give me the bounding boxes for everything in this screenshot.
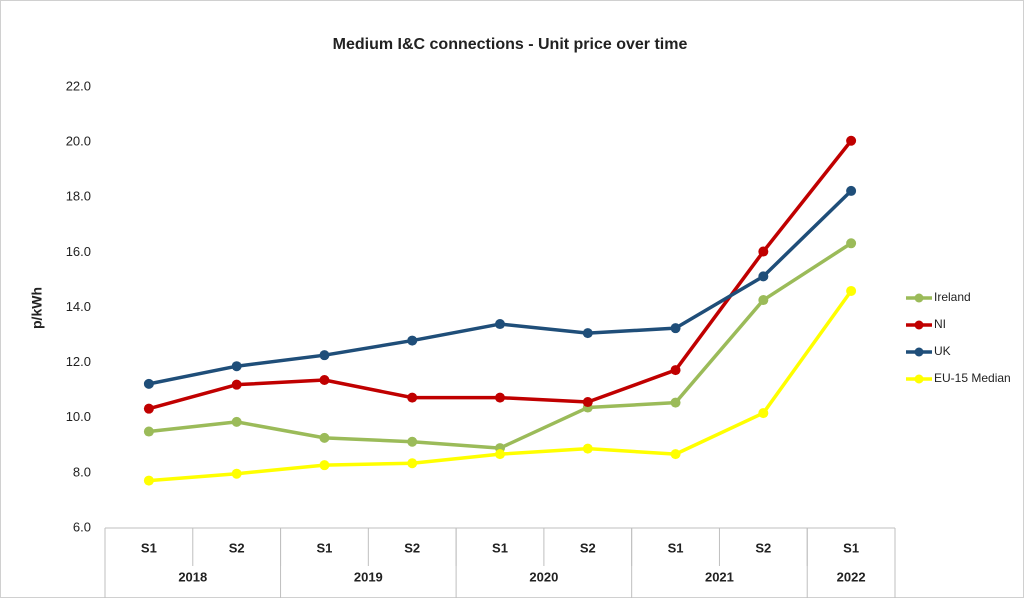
data-point [319, 432, 330, 443]
y-tick-label: 20.0 [66, 134, 91, 149]
data-point [758, 246, 769, 257]
group-label: 2018 [178, 569, 207, 584]
x-tick-label: S1 [141, 540, 157, 555]
y-tick-label: 6.0 [73, 519, 91, 534]
y-tick-label: 12.0 [66, 354, 91, 369]
data-point [582, 328, 593, 339]
data-point [758, 408, 769, 419]
group-label: 2019 [354, 569, 383, 584]
data-point [495, 449, 505, 460]
y-tick-label: 10.0 [66, 409, 91, 424]
group-label: 2020 [529, 569, 558, 584]
y-tick-label: 16.0 [66, 244, 91, 259]
data-point [407, 392, 418, 403]
data-point [143, 403, 154, 414]
data-point [846, 285, 857, 296]
y-axis-label: p/kWh [29, 287, 45, 329]
data-point [670, 365, 681, 376]
data-point [582, 397, 593, 408]
data-point [143, 426, 154, 437]
data-point [231, 361, 242, 372]
data-point [407, 436, 418, 447]
data-point [231, 416, 242, 427]
legend-label: Ireland [934, 290, 971, 304]
group-label: 2022 [837, 569, 866, 584]
legend-label: UK [934, 344, 951, 358]
data-point [670, 449, 681, 460]
x-tick-label: S2 [580, 540, 596, 555]
x-tick-label: S1 [843, 540, 859, 555]
data-point [582, 443, 593, 454]
x-tick-label: S1 [316, 540, 332, 555]
data-point [495, 392, 505, 403]
y-tick-label: 18.0 [66, 189, 91, 204]
data-point [407, 458, 418, 469]
x-tick-label: S1 [668, 540, 684, 555]
chart-title: Medium I&C connections - Unit price over… [333, 36, 688, 53]
legend-label: EU-15 Median [934, 371, 1011, 385]
data-point [846, 238, 857, 249]
data-point [319, 350, 330, 361]
legend-marker [914, 320, 924, 330]
data-point [407, 335, 418, 346]
data-point [758, 271, 769, 282]
data-point [231, 379, 242, 390]
data-point [758, 295, 769, 306]
data-point [319, 374, 330, 385]
data-point [670, 397, 681, 408]
data-point [846, 135, 857, 146]
legend-marker [914, 293, 924, 303]
y-tick-label: 22.0 [66, 78, 91, 93]
data-point [495, 319, 505, 330]
x-tick-label: S2 [404, 540, 420, 555]
legend-marker [914, 374, 924, 384]
group-label: 2021 [705, 569, 734, 584]
x-tick-label: S2 [229, 540, 245, 555]
data-point [231, 468, 242, 479]
y-tick-label: 8.0 [73, 464, 91, 479]
y-tick-label: 14.0 [66, 299, 91, 314]
legend-marker [914, 347, 924, 357]
data-point [143, 378, 154, 389]
data-point [319, 460, 330, 471]
data-point [143, 475, 154, 486]
data-point [670, 323, 681, 334]
x-tick-label: S1 [492, 540, 508, 555]
data-point [846, 185, 857, 196]
legend-label: NI [934, 317, 946, 331]
x-tick-label: S2 [755, 540, 771, 555]
